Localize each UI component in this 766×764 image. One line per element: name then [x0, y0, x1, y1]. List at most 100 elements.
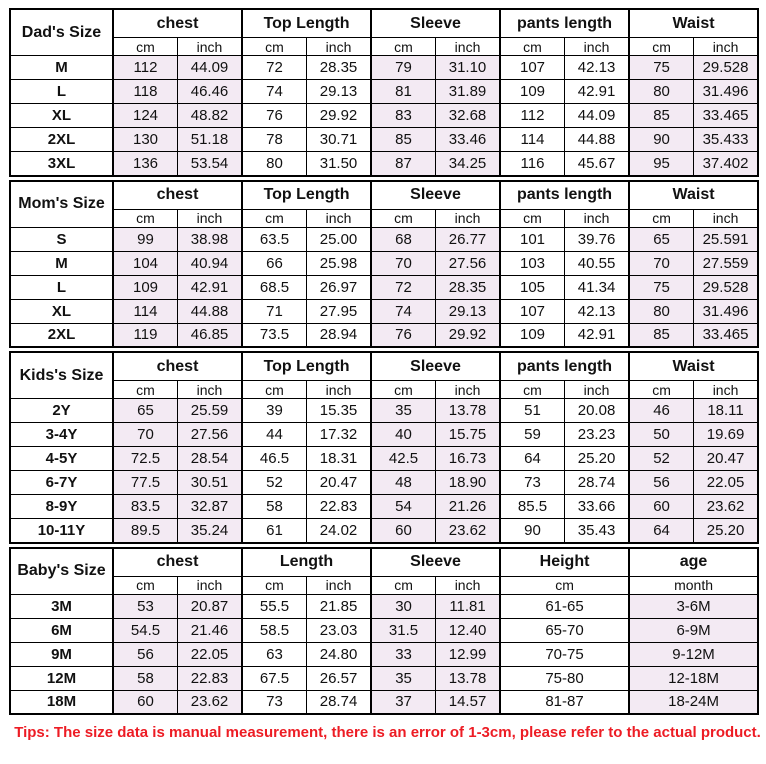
unit-header: cm: [628, 37, 695, 56]
value-cell: 25.98: [306, 250, 372, 276]
value-cell: 27.56: [177, 422, 243, 447]
value-cell: 114: [499, 127, 566, 152]
value-cell: 12.99: [435, 641, 501, 667]
value-cell: 118: [112, 79, 178, 104]
row-size-label: 8-9Y: [9, 494, 114, 519]
size-tables: Dad's Size chest Top Length Sleeve pants le…: [9, 8, 766, 715]
value-cell: 70: [112, 422, 178, 447]
value-cell: 23.23: [564, 422, 630, 447]
value-cell: 60: [370, 518, 437, 543]
column-group-header: Waist: [628, 180, 759, 210]
value-cell: 35: [370, 398, 437, 423]
value-cell: 39.76: [564, 226, 630, 252]
value-cell: 33.465: [693, 322, 759, 348]
unit-header: inch: [177, 380, 243, 399]
row-size-label: 6M: [9, 617, 114, 643]
column-group-header: Top Length: [241, 8, 372, 38]
value-cell: 65: [628, 226, 695, 252]
value-cell: 95: [628, 151, 695, 176]
value-cell: 42.13: [564, 298, 630, 324]
value-cell: 72: [370, 274, 437, 300]
value-cell: 67.5: [241, 665, 308, 691]
value-cell: 13.78: [435, 398, 501, 423]
value-cell: 22.05: [177, 641, 243, 667]
value-cell: 31.50: [306, 151, 372, 176]
value-cell: 48.82: [177, 103, 243, 128]
row-size-label: S: [9, 226, 114, 252]
value-cell: 38.98: [177, 226, 243, 252]
value-cell: 27.56: [435, 250, 501, 276]
value-cell: 21.26: [435, 494, 501, 519]
value-cell: 42.91: [564, 322, 630, 348]
unit-header: inch: [693, 380, 759, 399]
value-cell: 79: [370, 55, 437, 80]
value-cell: 19.69: [693, 422, 759, 447]
value-cell: 44.09: [564, 103, 630, 128]
table-row: 2Y 65 25.59 39 15.35 35 13.78 51 20.08 46 18.11: [9, 398, 759, 423]
value-cell: 25.59: [177, 398, 243, 423]
value-cell: 55.5: [241, 593, 308, 619]
unit-header: inch: [177, 37, 243, 56]
unit-header: cm: [499, 208, 566, 228]
unit-header-row: cm inch cm inch cm inch cm inch cm inch: [10, 208, 759, 228]
value-cell: 25.20: [693, 518, 759, 543]
value-cell: 109: [112, 274, 178, 300]
value-cell: 20.87: [177, 593, 243, 619]
value-cell: 64: [499, 446, 566, 471]
value-cell: 22.05: [693, 470, 759, 495]
unit-header: cm: [370, 37, 437, 56]
value-cell: 85: [628, 322, 695, 348]
value-cell: 53.54: [177, 151, 243, 176]
value-cell: 75: [628, 55, 695, 80]
value-cell: 26.57: [306, 665, 372, 691]
unit-header: inch: [306, 208, 372, 228]
value-cell: 103: [499, 250, 566, 276]
column-group-header: Height: [499, 547, 630, 577]
row-size-label: 2XL: [9, 322, 114, 348]
unit-header: cm: [499, 575, 630, 595]
value-cell: 40: [370, 422, 437, 447]
unit-header: inch: [435, 575, 501, 595]
row-size-label: M: [9, 55, 114, 80]
size-table-dad-s-size: Dad's Size chest Top Length Sleeve pants le…: [9, 8, 760, 177]
size-chart-page: Dad's Size chest Top Length Sleeve pants le…: [9, 8, 766, 741]
value-cell: 28.74: [306, 689, 372, 715]
row-size-label: 3M: [9, 593, 114, 619]
value-cell: 42.91: [564, 79, 630, 104]
value-cell: 83.5: [112, 494, 178, 519]
unit-header: cm: [628, 208, 695, 228]
size-table-mom-s-size: Mom's Size chest Top Length Sleeve pants le…: [9, 179, 760, 348]
section-title: Kids's Size: [9, 351, 114, 399]
value-cell: 107: [499, 55, 566, 80]
table-row: L 109 42.91 68.5 26.97 72 28.35 105 41.34 75 29.52…: [9, 274, 759, 300]
value-cell: 11.81: [435, 593, 501, 619]
unit-header: inch: [564, 380, 630, 399]
value-cell: 9-12M: [628, 641, 759, 667]
value-cell: 40.94: [177, 250, 243, 276]
value-cell: 70: [370, 250, 437, 276]
value-cell: 76: [370, 322, 437, 348]
value-cell: 112: [499, 103, 566, 128]
value-cell: 64: [628, 518, 695, 543]
unit-header: inch: [177, 575, 243, 595]
value-cell: 72.5: [112, 446, 178, 471]
unit-header: cm: [370, 575, 437, 595]
value-cell: 76: [241, 103, 308, 128]
value-cell: 33.46: [435, 127, 501, 152]
value-cell: 59: [499, 422, 566, 447]
value-cell: 50: [628, 422, 695, 447]
value-cell: 3-6M: [628, 593, 759, 619]
group-header-row: Mom's Size chest Top Length Sleeve pants le…: [9, 180, 759, 228]
value-cell: 29.92: [435, 322, 501, 348]
value-cell: 46.5: [241, 446, 308, 471]
value-cell: 14.57: [435, 689, 501, 715]
unit-header: inch: [564, 208, 630, 228]
tips-text: Tips: The size data is manual measuremen…: [14, 724, 761, 741]
value-cell: 54.5: [112, 617, 178, 643]
value-cell: 61: [241, 518, 308, 543]
row-size-label: 9M: [9, 641, 114, 667]
value-cell: 23.62: [693, 494, 759, 519]
unit-header: inch: [177, 208, 243, 228]
table-row: L 118 46.46 74 29.13 81 31.89 109 42.91 80 31.496: [9, 79, 759, 104]
value-cell: 26.77: [435, 226, 501, 252]
